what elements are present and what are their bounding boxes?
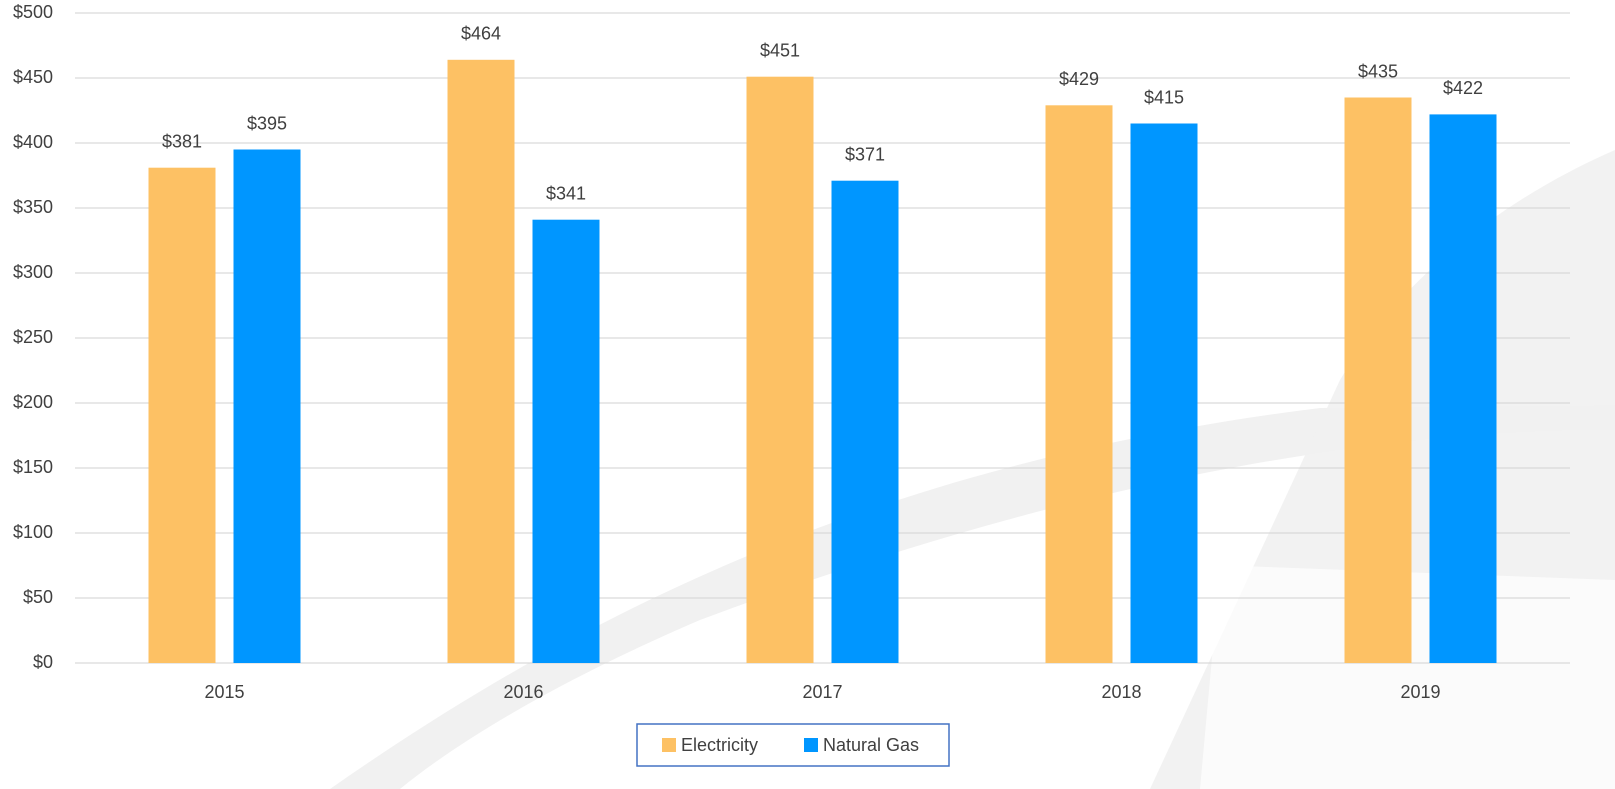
y-tick-label: $300 (13, 262, 53, 282)
data-label: $429 (1059, 69, 1099, 89)
bar (233, 149, 301, 663)
y-tick-label: $450 (13, 67, 53, 87)
bar (831, 180, 899, 663)
x-tick-label: 2016 (503, 682, 543, 702)
x-tick-label: 2019 (1400, 682, 1440, 702)
x-tick-label: 2018 (1101, 682, 1141, 702)
data-label: $395 (247, 113, 287, 133)
y-tick-label: $50 (23, 587, 53, 607)
bar (532, 219, 600, 663)
legend-box (636, 723, 950, 767)
bar (148, 167, 216, 663)
data-label: $464 (461, 24, 501, 44)
legend-swatch (662, 738, 676, 752)
data-label: $435 (1358, 61, 1398, 81)
bar (447, 59, 515, 664)
data-label: $371 (845, 144, 885, 164)
y-tick-label: $350 (13, 197, 53, 217)
data-label: $341 (546, 183, 586, 203)
y-tick-label: $400 (13, 132, 53, 152)
y-tick-label: $100 (13, 522, 53, 542)
legend-swatch (804, 738, 818, 752)
y-tick-label: $200 (13, 392, 53, 412)
legend-label: Electricity (681, 735, 758, 755)
y-tick-label: $0 (33, 652, 53, 672)
y-tick-label: $250 (13, 327, 53, 347)
y-tick-label: $150 (13, 457, 53, 477)
data-label: $415 (1144, 87, 1184, 107)
bar (746, 76, 814, 663)
x-tick-label: 2015 (204, 682, 244, 702)
x-tick-label: 2017 (802, 682, 842, 702)
bar (1130, 123, 1198, 663)
bar (1429, 114, 1497, 663)
legend-label: Natural Gas (823, 735, 919, 755)
bar (1045, 105, 1113, 664)
y-tick-label: $500 (13, 2, 53, 22)
data-label: $451 (760, 40, 800, 60)
data-label: $381 (162, 131, 202, 151)
data-label: $422 (1443, 78, 1483, 98)
bar (1344, 97, 1412, 663)
